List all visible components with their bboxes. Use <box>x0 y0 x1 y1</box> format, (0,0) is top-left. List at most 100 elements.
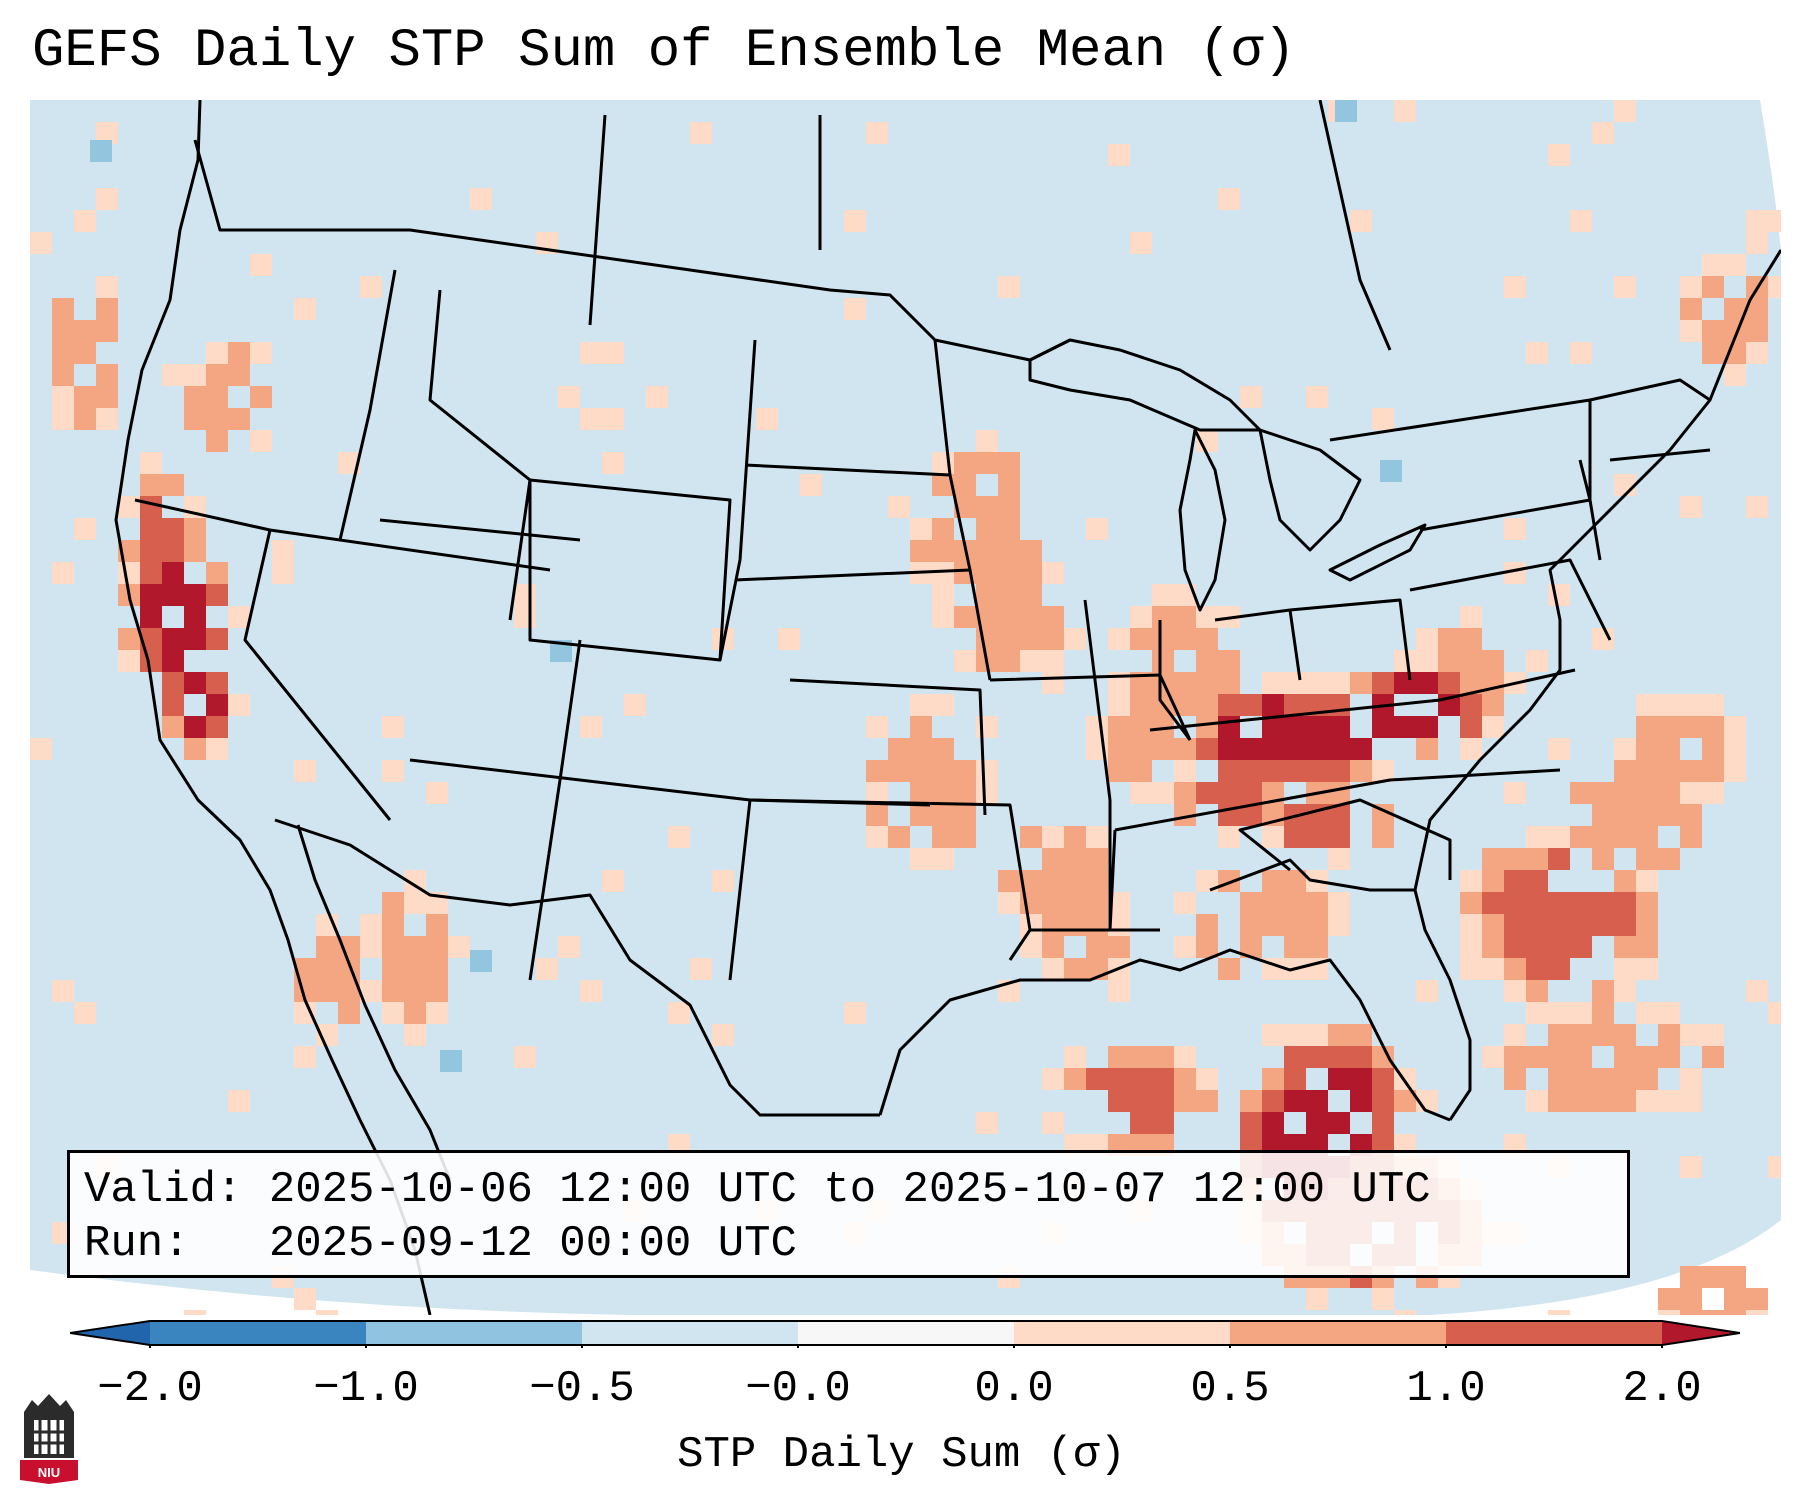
run-label: Run: <box>84 1219 190 1269</box>
stp-cell <box>404 980 426 1002</box>
stp-cell <box>1108 760 1130 782</box>
stp-cell <box>1592 782 1614 804</box>
stp-cell <box>1724 298 1746 320</box>
stp-cell <box>1702 1266 1724 1288</box>
stp-cell <box>1570 210 1592 232</box>
stp-cell <box>976 540 998 562</box>
stp-cell <box>228 606 250 628</box>
lake-erie <box>1328 523 1427 582</box>
stp-cell <box>1240 892 1262 914</box>
stp-cell <box>1416 738 1438 760</box>
stp-cell <box>162 716 184 738</box>
stp-cell <box>294 1002 316 1024</box>
stp-cell <box>404 870 426 892</box>
stp-cell <box>118 496 140 518</box>
stp-cell <box>1570 782 1592 804</box>
stp-cell <box>1064 848 1086 870</box>
stp-cell <box>712 1024 734 1046</box>
stp-cell <box>1064 628 1086 650</box>
stp-cell <box>954 760 976 782</box>
stp-cell <box>1526 936 1548 958</box>
stp-cell <box>954 474 976 496</box>
stp-cell <box>1196 694 1218 716</box>
stp-cell <box>1460 672 1482 694</box>
stp-cell <box>1526 826 1548 848</box>
stp-cell <box>1108 694 1130 716</box>
stp-cell <box>1240 782 1262 804</box>
stp-cell <box>1130 672 1152 694</box>
stp-cell <box>1416 628 1438 650</box>
stp-cell-negative <box>90 140 112 162</box>
stp-cell <box>1152 716 1174 738</box>
stp-cell <box>1658 848 1680 870</box>
stp-cell <box>1086 826 1108 848</box>
stp-cell <box>1394 1310 1416 1315</box>
stp-cell <box>910 760 932 782</box>
stp-cell <box>910 518 932 540</box>
state-border <box>528 639 582 981</box>
run-value: 2025-09-12 00:00 UTC <box>268 1219 797 1269</box>
stp-cell <box>74 1002 96 1024</box>
stp-cell <box>118 650 140 672</box>
stp-cell <box>1328 716 1350 738</box>
valid-row: Valid: 2025-10-06 12:00 UTC to 2025-10-0… <box>84 1163 1613 1217</box>
stp-cell <box>1482 650 1504 672</box>
stp-cell <box>1680 782 1702 804</box>
state-border <box>1209 858 1415 892</box>
stp-cell <box>976 496 998 518</box>
stp-cell <box>1680 1068 1702 1090</box>
stp-cell <box>1658 1024 1680 1046</box>
stp-cell <box>1196 870 1218 892</box>
stp-cell <box>954 804 976 826</box>
stp-cell <box>52 342 74 364</box>
stp-cell <box>1504 892 1526 914</box>
stp-cell <box>558 386 580 408</box>
colorbar-bin <box>1014 1321 1231 1345</box>
stp-cell <box>1174 672 1196 694</box>
stp-cell <box>1504 914 1526 936</box>
stp-cell <box>1636 760 1658 782</box>
stp-cell <box>1680 760 1702 782</box>
stp-cell <box>426 914 448 936</box>
stp-cell <box>668 826 690 848</box>
stp-cell <box>1130 716 1152 738</box>
stp-cell <box>1306 738 1328 760</box>
stp-cell <box>52 386 74 408</box>
stp-cell <box>1020 870 1042 892</box>
stp-cell <box>1570 1068 1592 1090</box>
stp-cell-negative <box>1335 100 1357 122</box>
stp-cell <box>426 1002 448 1024</box>
stp-cell <box>1372 826 1394 848</box>
stp-cell <box>294 958 316 980</box>
stp-cell <box>1702 738 1724 760</box>
stp-cell <box>1196 936 1218 958</box>
stp-cell <box>184 408 206 430</box>
stp-cell <box>1614 100 1636 122</box>
stp-cell <box>1526 1046 1548 1068</box>
stp-cell <box>382 958 404 980</box>
state-border <box>243 529 392 821</box>
stp-cell <box>1174 738 1196 760</box>
stp-cell <box>250 342 272 364</box>
stp-cell <box>954 452 976 474</box>
stp-cell <box>118 562 140 584</box>
stp-cell <box>1372 1112 1394 1134</box>
stp-cell <box>954 650 976 672</box>
stp-cell <box>932 584 954 606</box>
stp-cell <box>96 320 118 342</box>
stp-cell <box>1614 1090 1636 1112</box>
stp-cell <box>228 408 250 430</box>
stp-cell <box>162 518 184 540</box>
stp-cell <box>712 870 734 892</box>
stp-cell <box>976 452 998 474</box>
stp-cell <box>1658 1090 1680 1112</box>
stp-cell <box>1482 936 1504 958</box>
state-border <box>1409 558 1612 641</box>
stp-cell <box>1108 936 1130 958</box>
stp-cell-negative <box>1380 460 1402 482</box>
page-title: GEFS Daily STP Sum of Ensemble Mean (σ) <box>32 21 1296 82</box>
stp-cell <box>1614 1024 1636 1046</box>
stp-cell <box>1174 584 1196 606</box>
stp-cell <box>140 606 162 628</box>
stp-cell <box>1724 1266 1746 1288</box>
